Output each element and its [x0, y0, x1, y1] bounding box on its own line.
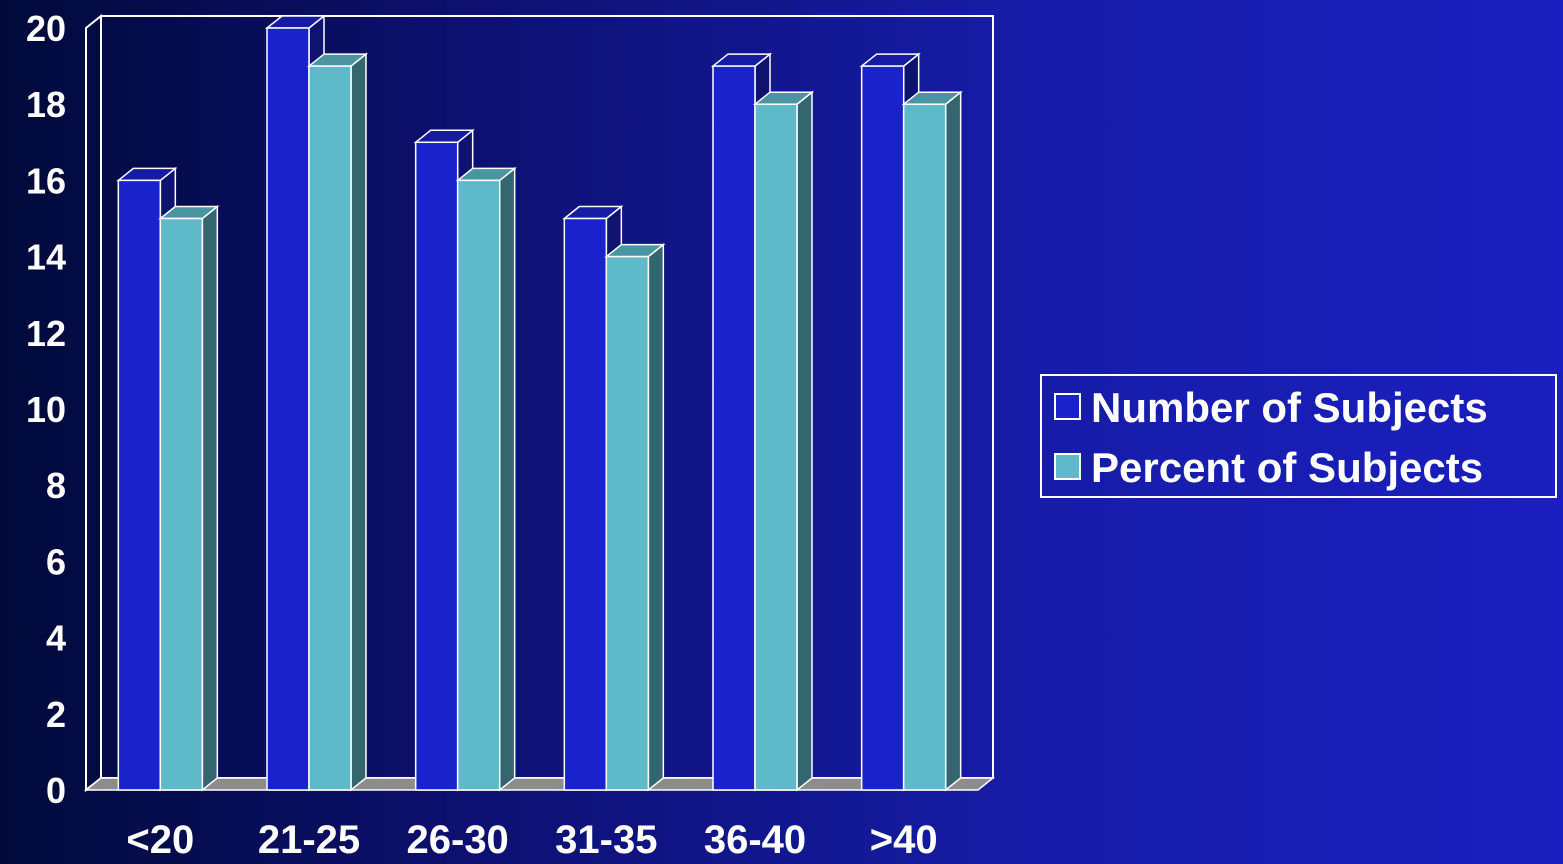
legend-box	[1040, 374, 1557, 498]
bar-side-face	[647, 243, 665, 792]
bar	[901, 90, 963, 792]
bar-front-face	[159, 217, 204, 791]
y-tick-label: 8	[46, 465, 66, 506]
chart-bars	[116, 14, 963, 792]
x-category-label: <20	[126, 818, 194, 862]
y-tick-label: 14	[26, 237, 66, 278]
bar-side-face	[498, 166, 516, 792]
y-axis-ticks: 0 2 4 6 8 10 12 14 16 18 20	[26, 8, 66, 811]
bar-front-face	[308, 65, 352, 791]
legend-label: Percent of Subjects	[1091, 444, 1483, 491]
y-tick-label: 2	[46, 694, 66, 735]
x-category-label: 21-25	[258, 818, 360, 862]
x-category-label: 31-35	[555, 818, 657, 862]
y-tick-label: 12	[26, 313, 66, 354]
bar-front-face	[754, 103, 798, 791]
bar-side-face	[796, 90, 813, 792]
legend-label: Number of Subjects	[1091, 384, 1488, 431]
bar	[455, 166, 517, 792]
x-category-label: 26-30	[407, 818, 509, 862]
y-tick-label: 4	[46, 618, 66, 659]
bar	[604, 243, 666, 792]
bar-side-face	[350, 52, 367, 792]
y-tick-label: 20	[26, 8, 66, 49]
legend-entry: Number of Subjects	[1054, 384, 1488, 431]
bar-front-face	[563, 217, 608, 791]
y-tick-label: 16	[26, 160, 66, 201]
bar-front-face	[902, 103, 947, 791]
y-tick-label: 0	[46, 770, 66, 811]
bar-front-face	[414, 141, 459, 791]
y-tick-label: 10	[26, 389, 66, 430]
bar-front-face	[860, 65, 905, 791]
legend-entry: Percent of Subjects	[1054, 444, 1483, 491]
chart-back-wall	[85, 13, 994, 793]
bar-side-face	[201, 204, 219, 792]
legend-swatch	[1054, 393, 1081, 420]
bar-front-face	[266, 27, 310, 791]
y-tick-label: 6	[46, 541, 66, 582]
floor-surface	[83, 777, 996, 791]
x-category-label: 36-40	[704, 818, 806, 862]
legend-swatch	[1054, 453, 1081, 480]
x-axis-labels: <20 21-25 26-30 31-35 36-40 >40	[126, 818, 937, 862]
bar-side-face	[944, 90, 962, 792]
y-tick-label: 18	[26, 84, 66, 125]
chart-legend: Number of Subjects Percent of Subjects	[1040, 374, 1557, 498]
bar-front-face	[456, 179, 501, 791]
bar	[306, 52, 369, 792]
bar-front-face	[712, 65, 756, 791]
bar-front-face	[117, 179, 162, 791]
back-wall-outline	[100, 15, 994, 779]
x-category-label: >40	[870, 818, 938, 862]
bar-front-face	[605, 255, 650, 791]
bar	[158, 204, 220, 792]
chart-floor	[83, 777, 996, 791]
bar	[752, 90, 815, 792]
side-wall-outline	[85, 13, 102, 793]
